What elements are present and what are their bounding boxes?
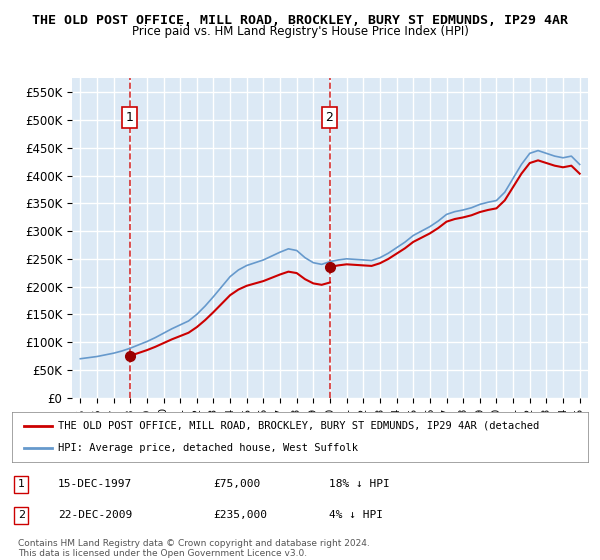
Text: This data is licensed under the Open Government Licence v3.0.: This data is licensed under the Open Gov… (18, 549, 307, 558)
Text: 18% ↓ HPI: 18% ↓ HPI (329, 479, 389, 489)
Text: £75,000: £75,000 (214, 479, 261, 489)
Text: THE OLD POST OFFICE, MILL ROAD, BROCKLEY, BURY ST EDMUNDS, IP29 4AR (detached: THE OLD POST OFFICE, MILL ROAD, BROCKLEY… (58, 421, 539, 431)
Text: THE OLD POST OFFICE, MILL ROAD, BROCKLEY, BURY ST EDMUNDS, IP29 4AR: THE OLD POST OFFICE, MILL ROAD, BROCKLEY… (32, 14, 568, 27)
Text: Contains HM Land Registry data © Crown copyright and database right 2024.: Contains HM Land Registry data © Crown c… (18, 539, 370, 548)
Text: 1: 1 (125, 111, 134, 124)
Text: 1: 1 (18, 479, 25, 489)
Text: 2: 2 (18, 510, 25, 520)
Text: Price paid vs. HM Land Registry's House Price Index (HPI): Price paid vs. HM Land Registry's House … (131, 25, 469, 38)
Text: 22-DEC-2009: 22-DEC-2009 (58, 510, 133, 520)
Text: 2: 2 (326, 111, 334, 124)
Text: £235,000: £235,000 (214, 510, 268, 520)
Text: 15-DEC-1997: 15-DEC-1997 (58, 479, 133, 489)
Text: HPI: Average price, detached house, West Suffolk: HPI: Average price, detached house, West… (58, 443, 358, 453)
Text: 4% ↓ HPI: 4% ↓ HPI (329, 510, 383, 520)
